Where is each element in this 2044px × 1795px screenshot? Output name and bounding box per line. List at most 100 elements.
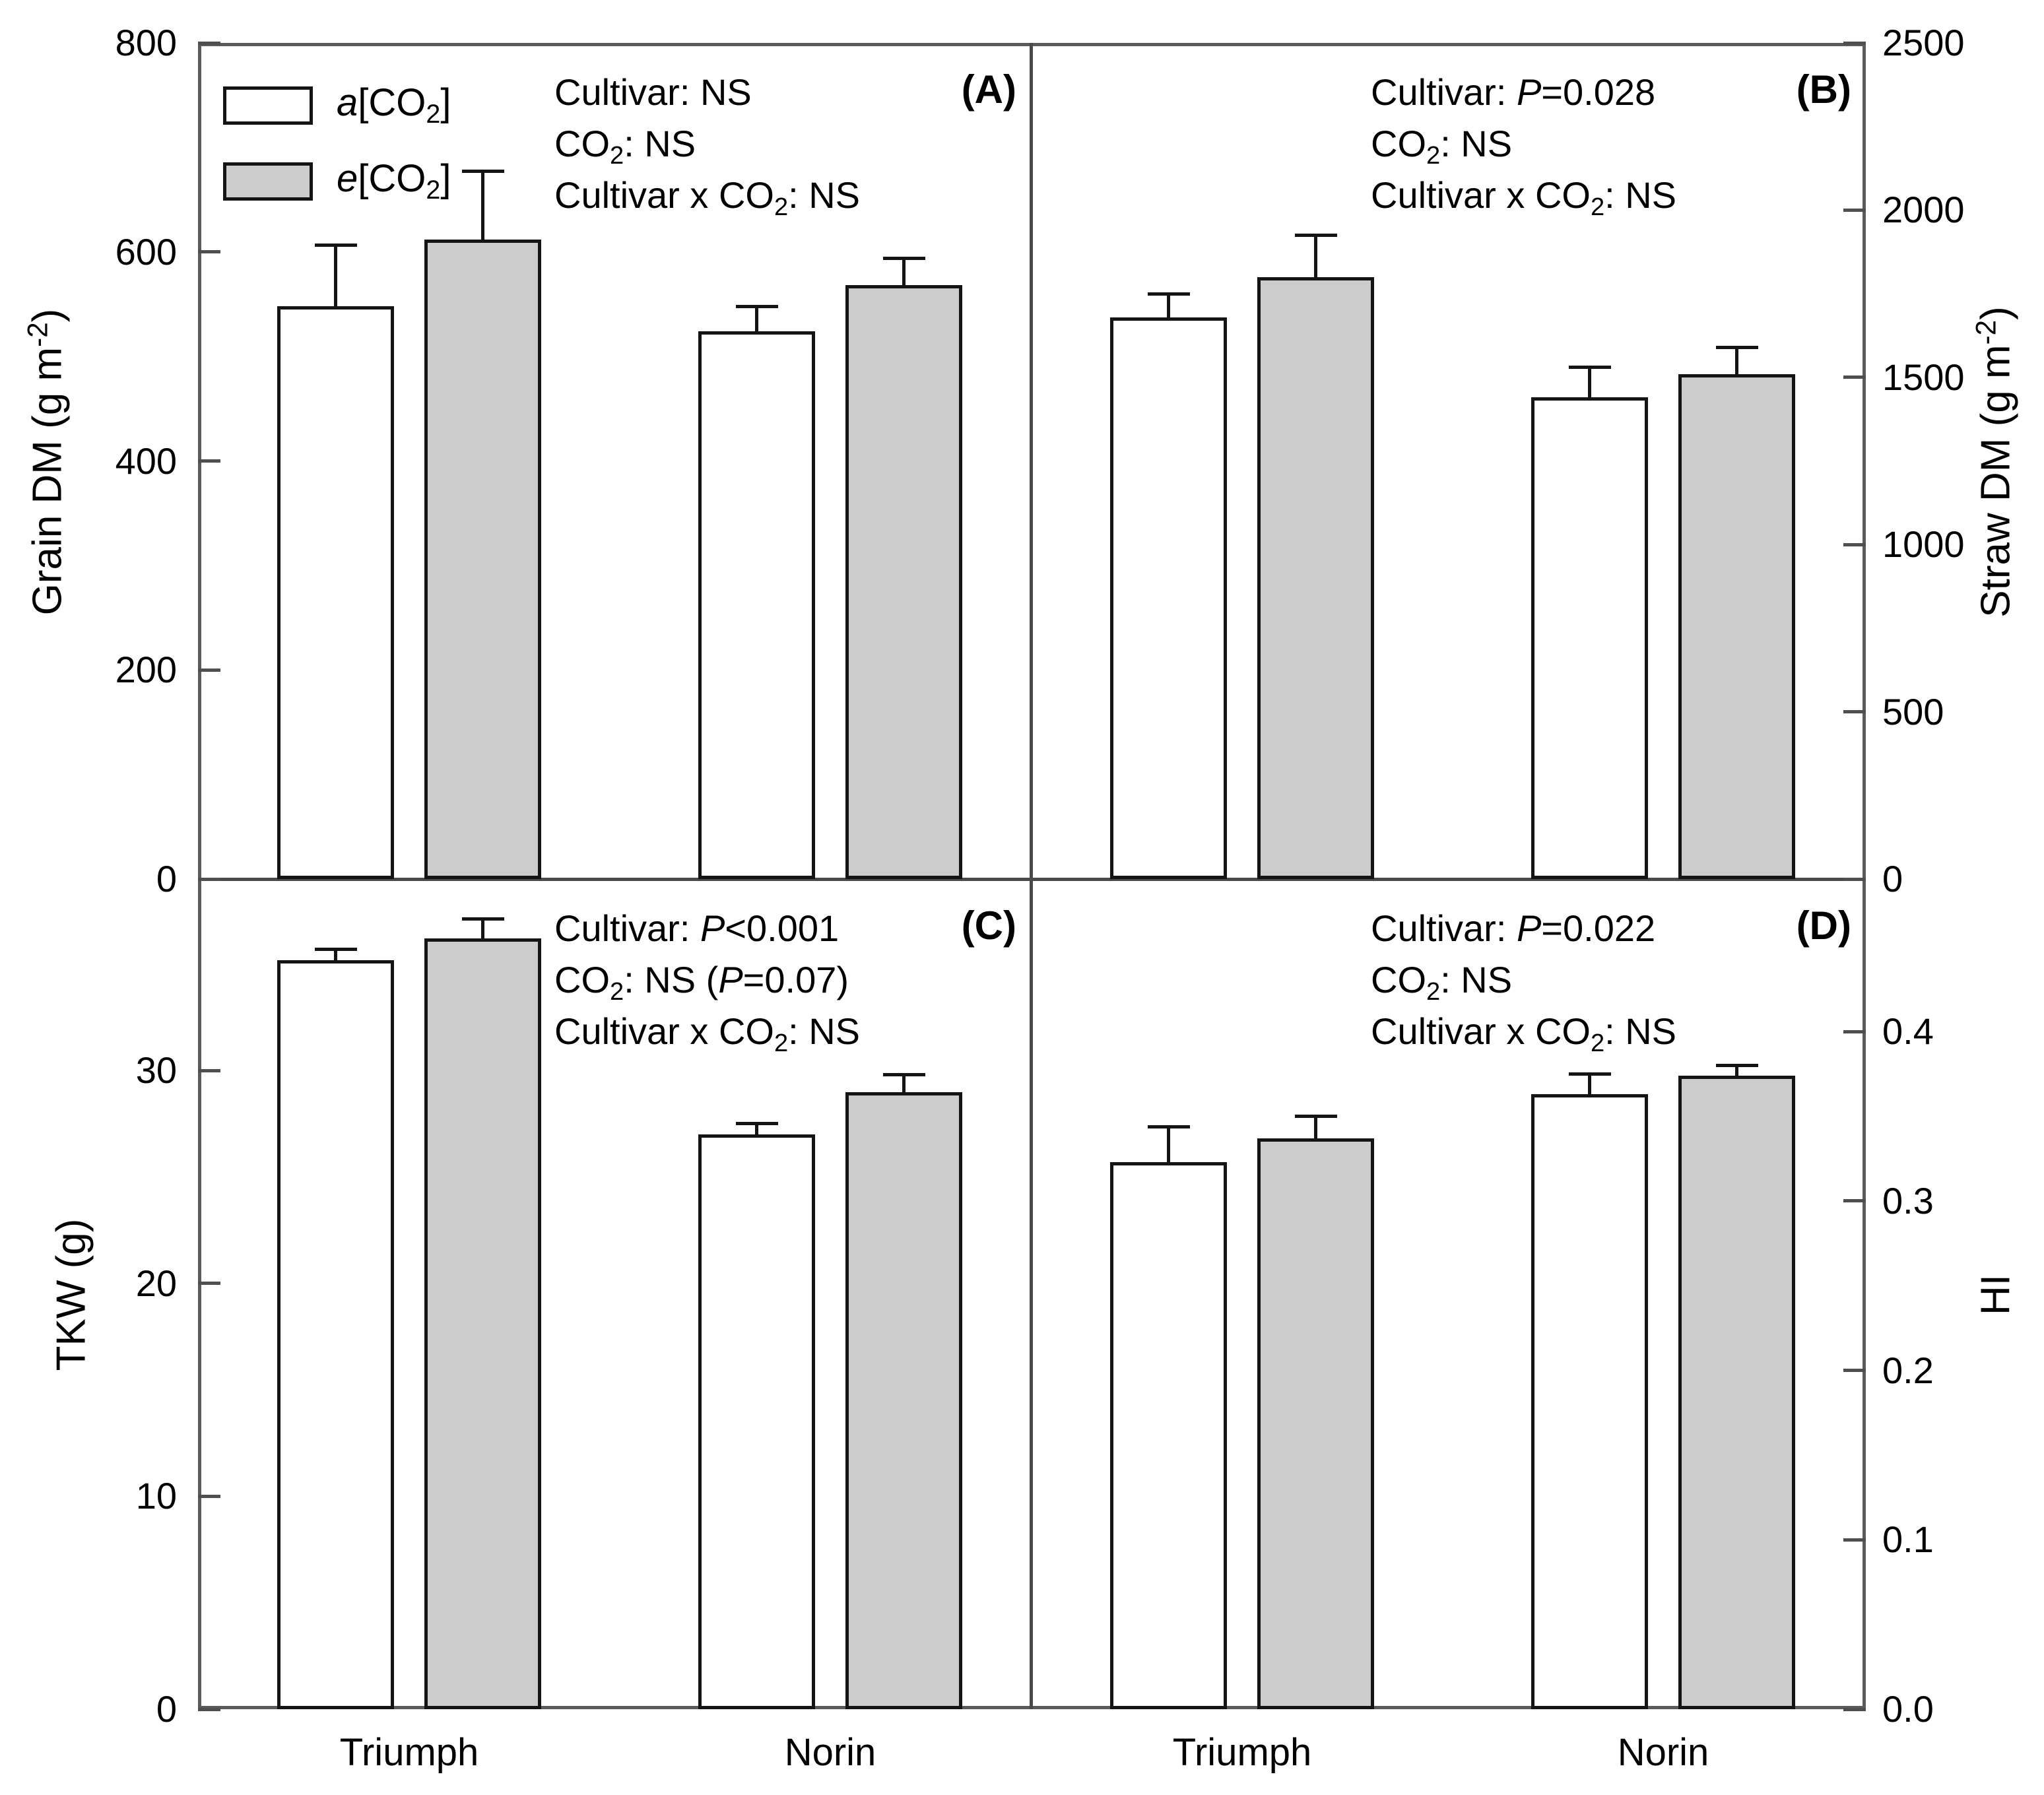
y-tick-b-500 — [1843, 710, 1866, 713]
bar-e-co2-triumph — [424, 240, 541, 879]
y-tick-a-800 — [198, 42, 220, 45]
error-bar-cap-a-co2-norin — [1568, 366, 1611, 369]
error-bar-cap-e-co2-triumph — [1294, 1115, 1337, 1118]
error-bar-stem-e-co2-triumph — [1314, 1115, 1317, 1138]
error-bar-stem-a-co2-triumph — [334, 948, 337, 960]
y-axis-title-grain-dm: Grain DM (g m-2) — [22, 308, 71, 616]
y-tick-c-20 — [198, 1282, 220, 1285]
error-bar-stem-e-co2-norin — [902, 1073, 906, 1092]
y-tick-b-1000 — [1843, 543, 1866, 546]
panel-b: Cultivar: P=0.028 CO2: NS Cultivar x CO2: … — [1031, 42, 1866, 881]
legend-label-a-co2: a[CO2] — [337, 81, 451, 129]
legend-label-e-co2: e[CO2] — [337, 157, 451, 205]
bar-e-co2-norin — [845, 285, 962, 879]
stats-annotation-a-line3: Cultivar x CO2: NS — [554, 174, 861, 221]
bar-e-co2-triumph — [424, 938, 541, 1709]
error-bar-stem-e-co2-triumph — [481, 170, 484, 240]
y-tick-label-a-200: 200 — [115, 649, 177, 690]
bar-a-co2-triumph — [277, 960, 394, 1709]
error-bar-cap-a-co2-triumph — [1147, 1125, 1190, 1128]
stats-annotation-b-line3: Cultivar x CO2: NS — [1371, 174, 1677, 221]
y-tick-label-b-0: 0 — [1882, 858, 1903, 899]
y-tick-d-0.2 — [1843, 1369, 1866, 1372]
y-tick-a-400 — [198, 459, 220, 463]
y-tick-label-d-0.2: 0.2 — [1882, 1350, 1934, 1391]
error-bar-stem-e-co2-triumph — [481, 917, 484, 938]
bar-a-co2-norin — [1531, 1094, 1648, 1709]
stats-annotation-b-line1: Cultivar: P=0.028 — [1371, 71, 1656, 113]
y-tick-b-0 — [1843, 878, 1866, 881]
legend-swatch-e-co2 — [223, 162, 313, 201]
panel-c: Cultivar: P<0.001 CO2: NS (P=0.07) Cultiva… — [198, 879, 1031, 1711]
bar-a-co2-triumph — [1110, 1162, 1227, 1709]
y-tick-a-200 — [198, 669, 220, 672]
y-axis-title-hi: HI — [1973, 1274, 2019, 1315]
error-bar-stem-a-co2-norin — [755, 305, 758, 331]
error-bar-cap-a-co2-triumph — [1147, 292, 1190, 296]
y-tick-label-d-0.3: 0.3 — [1882, 1180, 1934, 1222]
stats-annotation-a-line1: Cultivar: NS — [554, 71, 752, 113]
y-axis-title-tkw: TKW (g) — [48, 1218, 94, 1371]
error-bar-stem-e-co2-norin — [1735, 346, 1738, 374]
bar-e-co2-norin — [1678, 1076, 1795, 1709]
y-tick-label-d-0.4: 0.4 — [1882, 1010, 1934, 1052]
bar-e-co2-triumph — [1257, 277, 1374, 879]
error-bar-cap-e-co2-norin — [1715, 1064, 1758, 1067]
y-tick-b-2500 — [1843, 42, 1866, 45]
y-tick-label-c-0: 0 — [156, 1688, 177, 1730]
error-bar-cap-e-co2-norin — [882, 257, 925, 260]
error-bar-cap-a-co2-triumph — [314, 948, 357, 951]
error-bar-stem-a-co2-norin — [755, 1122, 758, 1134]
panel-d: Cultivar: P=0.022 CO2: NS Cultivar x CO2: … — [1031, 879, 1866, 1711]
bar-a-co2-norin — [698, 1134, 815, 1709]
bar-a-co2-norin — [1531, 397, 1648, 879]
error-bar-cap-e-co2-triumph — [461, 170, 504, 173]
y-tick-label-b-500: 500 — [1882, 691, 1944, 733]
y-tick-label-a-600: 600 — [115, 231, 177, 273]
error-bar-stem-a-co2-norin — [1588, 366, 1591, 397]
error-bar-stem-a-co2-triumph — [1167, 292, 1170, 317]
y-tick-a-600 — [198, 250, 220, 253]
stats-annotation-c-line3: Cultivar x CO2: NS — [554, 1010, 861, 1057]
error-bar-cap-a-co2-norin — [1568, 1072, 1611, 1076]
y-tick-label-a-800: 800 — [115, 22, 177, 63]
bar-a-co2-norin — [698, 331, 815, 879]
error-bar-stem-e-co2-norin — [902, 257, 906, 285]
y-tick-c-0 — [198, 1708, 220, 1711]
error-bar-stem-a-co2-triumph — [334, 244, 337, 306]
error-bar-stem-e-co2-triumph — [1314, 234, 1317, 277]
panel-label-c: (C) — [961, 903, 1016, 948]
panel-a: Cultivar: NS CO2: NS Cultivar x CO2: NS (A)… — [198, 42, 1031, 881]
y-tick-label-a-400: 400 — [115, 440, 177, 482]
panel-label-d: (D) — [1796, 903, 1851, 948]
panel-label-a: (A) — [961, 67, 1016, 112]
stats-annotation-c-line2: CO2: NS (P=0.07) — [554, 959, 849, 1006]
error-bar-cap-e-co2-triumph — [461, 917, 504, 921]
stats-annotation-c-line1: Cultivar: P<0.001 — [554, 907, 840, 949]
y-tick-b-2000 — [1843, 209, 1866, 212]
error-bar-cap-e-co2-norin — [882, 1073, 925, 1076]
bar-e-co2-norin — [845, 1092, 962, 1709]
bar-a-co2-triumph — [1110, 317, 1227, 879]
y-tick-label-b-1500: 1500 — [1882, 356, 1965, 398]
error-bar-cap-a-co2-norin — [735, 305, 778, 308]
panel-label-b: (B) — [1796, 67, 1851, 112]
x-category-label-d-norin: Norin — [1617, 1731, 1709, 1774]
error-bar-stem-a-co2-norin — [1588, 1072, 1591, 1094]
panel-divider-vertical — [1030, 43, 1033, 1709]
x-category-label-c-triumph: Triumph — [339, 1731, 479, 1774]
error-bar-stem-e-co2-norin — [1735, 1064, 1738, 1076]
error-bar-cap-a-co2-triumph — [314, 244, 357, 247]
bar-e-co2-triumph — [1257, 1138, 1374, 1709]
stats-annotation-d-line3: Cultivar x CO2: NS — [1371, 1010, 1677, 1057]
stats-annotation-b-line2: CO2: NS — [1371, 123, 1513, 170]
y-tick-label-d-0.0: 0.0 — [1882, 1688, 1934, 1730]
y-tick-label-b-1000: 1000 — [1882, 523, 1965, 565]
legend-swatch-a-co2 — [223, 86, 313, 125]
y-tick-c-30 — [198, 1069, 220, 1072]
y-tick-a-0 — [198, 878, 220, 881]
error-bar-cap-a-co2-norin — [735, 1122, 778, 1125]
bar-a-co2-triumph — [277, 306, 394, 879]
stats-annotation-a-line2: CO2: NS — [554, 123, 696, 170]
